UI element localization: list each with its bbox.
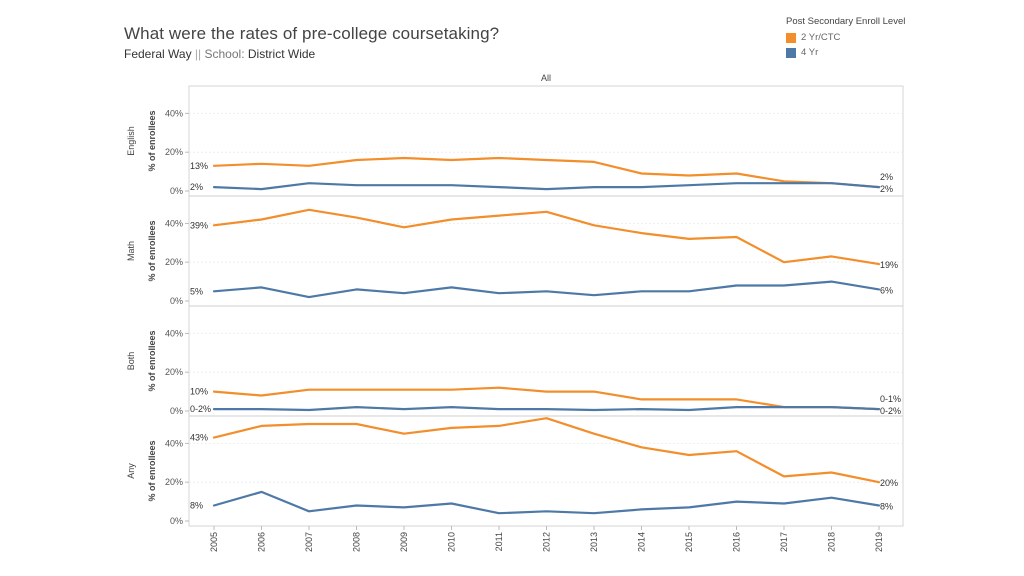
label-end-any-2yr: 20% bbox=[880, 478, 898, 488]
legend-title: Post Secondary Enroll Level bbox=[786, 16, 906, 27]
x-tick-label-2018: 2018 bbox=[827, 532, 837, 552]
legend-item-2yr[interactable]: 2 Yr/CTC bbox=[786, 30, 905, 45]
y-tick-label: 0% bbox=[170, 516, 183, 526]
label-start-english-4yr: 2% bbox=[190, 182, 203, 192]
y-tick-label: 40% bbox=[165, 328, 183, 338]
x-tick-label-2019: 2019 bbox=[874, 532, 884, 552]
label-end-math-4yr: 6% bbox=[880, 285, 893, 295]
label-end-any-4yr: 8% bbox=[880, 501, 893, 511]
label-end-both-4yr: 0-2% bbox=[880, 406, 901, 416]
legend-label-4yr: 4 Yr bbox=[801, 47, 819, 58]
legend-swatch-4yr bbox=[786, 47, 796, 58]
label-start-english-2yr: 13% bbox=[190, 161, 208, 171]
label-start-any-2yr: 43% bbox=[190, 433, 208, 443]
x-tick-label-2014: 2014 bbox=[637, 532, 647, 552]
column-header: All bbox=[541, 73, 551, 83]
x-tick-label-2009: 2009 bbox=[399, 532, 409, 552]
chart-title: What were the rates of pre-college cours… bbox=[124, 24, 500, 43]
x-tick-label-2015: 2015 bbox=[684, 532, 694, 552]
line-english-2yr[interactable] bbox=[212, 156, 881, 189]
district-name[interactable]: Federal Way bbox=[124, 47, 192, 61]
row-label-math: Math bbox=[126, 241, 136, 261]
x-tick-label-2010: 2010 bbox=[447, 532, 457, 552]
x-tick-label-2017: 2017 bbox=[779, 532, 789, 552]
line-any-4yr[interactable] bbox=[212, 490, 881, 515]
legend-item-4yr[interactable]: 4 Yr bbox=[786, 45, 905, 60]
y-tick-label: 40% bbox=[165, 218, 183, 228]
line-both-4yr[interactable] bbox=[212, 406, 881, 412]
label-end-both-2yr: 0-1% bbox=[880, 394, 901, 404]
y-axis-title: % of enrollees bbox=[147, 330, 157, 391]
x-tick-label-2006: 2006 bbox=[257, 532, 267, 552]
y-tick-label: 0% bbox=[170, 406, 183, 416]
chart-subtitle: Federal Way || School: District Wide bbox=[124, 47, 315, 61]
subtitle-separator: || bbox=[194, 47, 202, 61]
y-tick-label: 20% bbox=[165, 147, 183, 157]
legend-label-2yr: 2 Yr/CTC bbox=[801, 32, 841, 43]
y-axis-title: % of enrollees bbox=[147, 220, 157, 281]
label-end-english-2yr: 2% bbox=[880, 172, 893, 182]
x-tick-label-2011: 2011 bbox=[494, 532, 504, 551]
school-label: School: bbox=[204, 47, 245, 61]
school-value[interactable]: District Wide bbox=[247, 47, 316, 61]
row-label-english: English bbox=[126, 126, 136, 156]
label-start-both-4yr: 0-2% bbox=[190, 404, 211, 414]
y-tick-label: 20% bbox=[165, 477, 183, 487]
label-start-any-4yr: 8% bbox=[190, 500, 203, 510]
label-start-both-2yr: 10% bbox=[190, 387, 208, 397]
line-english-4yr[interactable] bbox=[212, 182, 881, 191]
y-tick-label: 40% bbox=[165, 108, 183, 118]
line-math-2yr[interactable] bbox=[212, 208, 881, 266]
label-end-math-2yr: 19% bbox=[880, 260, 898, 270]
label-start-math-4yr: 5% bbox=[190, 286, 203, 296]
x-tick-label-2012: 2012 bbox=[542, 532, 552, 552]
legend: Post Secondary Enroll Level 2 Yr/CTC 4 Y… bbox=[786, 16, 905, 60]
x-tick-label-2008: 2008 bbox=[352, 532, 362, 552]
y-axis-title: % of enrollees bbox=[147, 110, 157, 171]
label-end-english-4yr: 2% bbox=[880, 184, 893, 194]
y-tick-label: 40% bbox=[165, 438, 183, 448]
label-start-math-2yr: 39% bbox=[190, 220, 208, 230]
y-tick-label: 20% bbox=[165, 257, 183, 267]
y-tick-label: 0% bbox=[170, 186, 183, 196]
line-math-4yr[interactable] bbox=[212, 280, 881, 299]
legend-swatch-2yr bbox=[786, 32, 796, 43]
x-tick-label-2005: 2005 bbox=[209, 532, 219, 552]
y-axis-title: % of enrollees bbox=[147, 440, 157, 501]
y-tick-label: 20% bbox=[165, 367, 183, 377]
line-any-2yr[interactable] bbox=[212, 417, 881, 484]
row-label-both: Both bbox=[126, 352, 136, 371]
row-label-any: Any bbox=[126, 463, 136, 479]
y-tick-label: 0% bbox=[170, 296, 183, 306]
x-tick-label-2016: 2016 bbox=[732, 532, 742, 552]
x-tick-label-2007: 2007 bbox=[304, 532, 314, 552]
x-tick-label-2013: 2013 bbox=[589, 532, 599, 552]
line-both-2yr[interactable] bbox=[212, 386, 881, 411]
